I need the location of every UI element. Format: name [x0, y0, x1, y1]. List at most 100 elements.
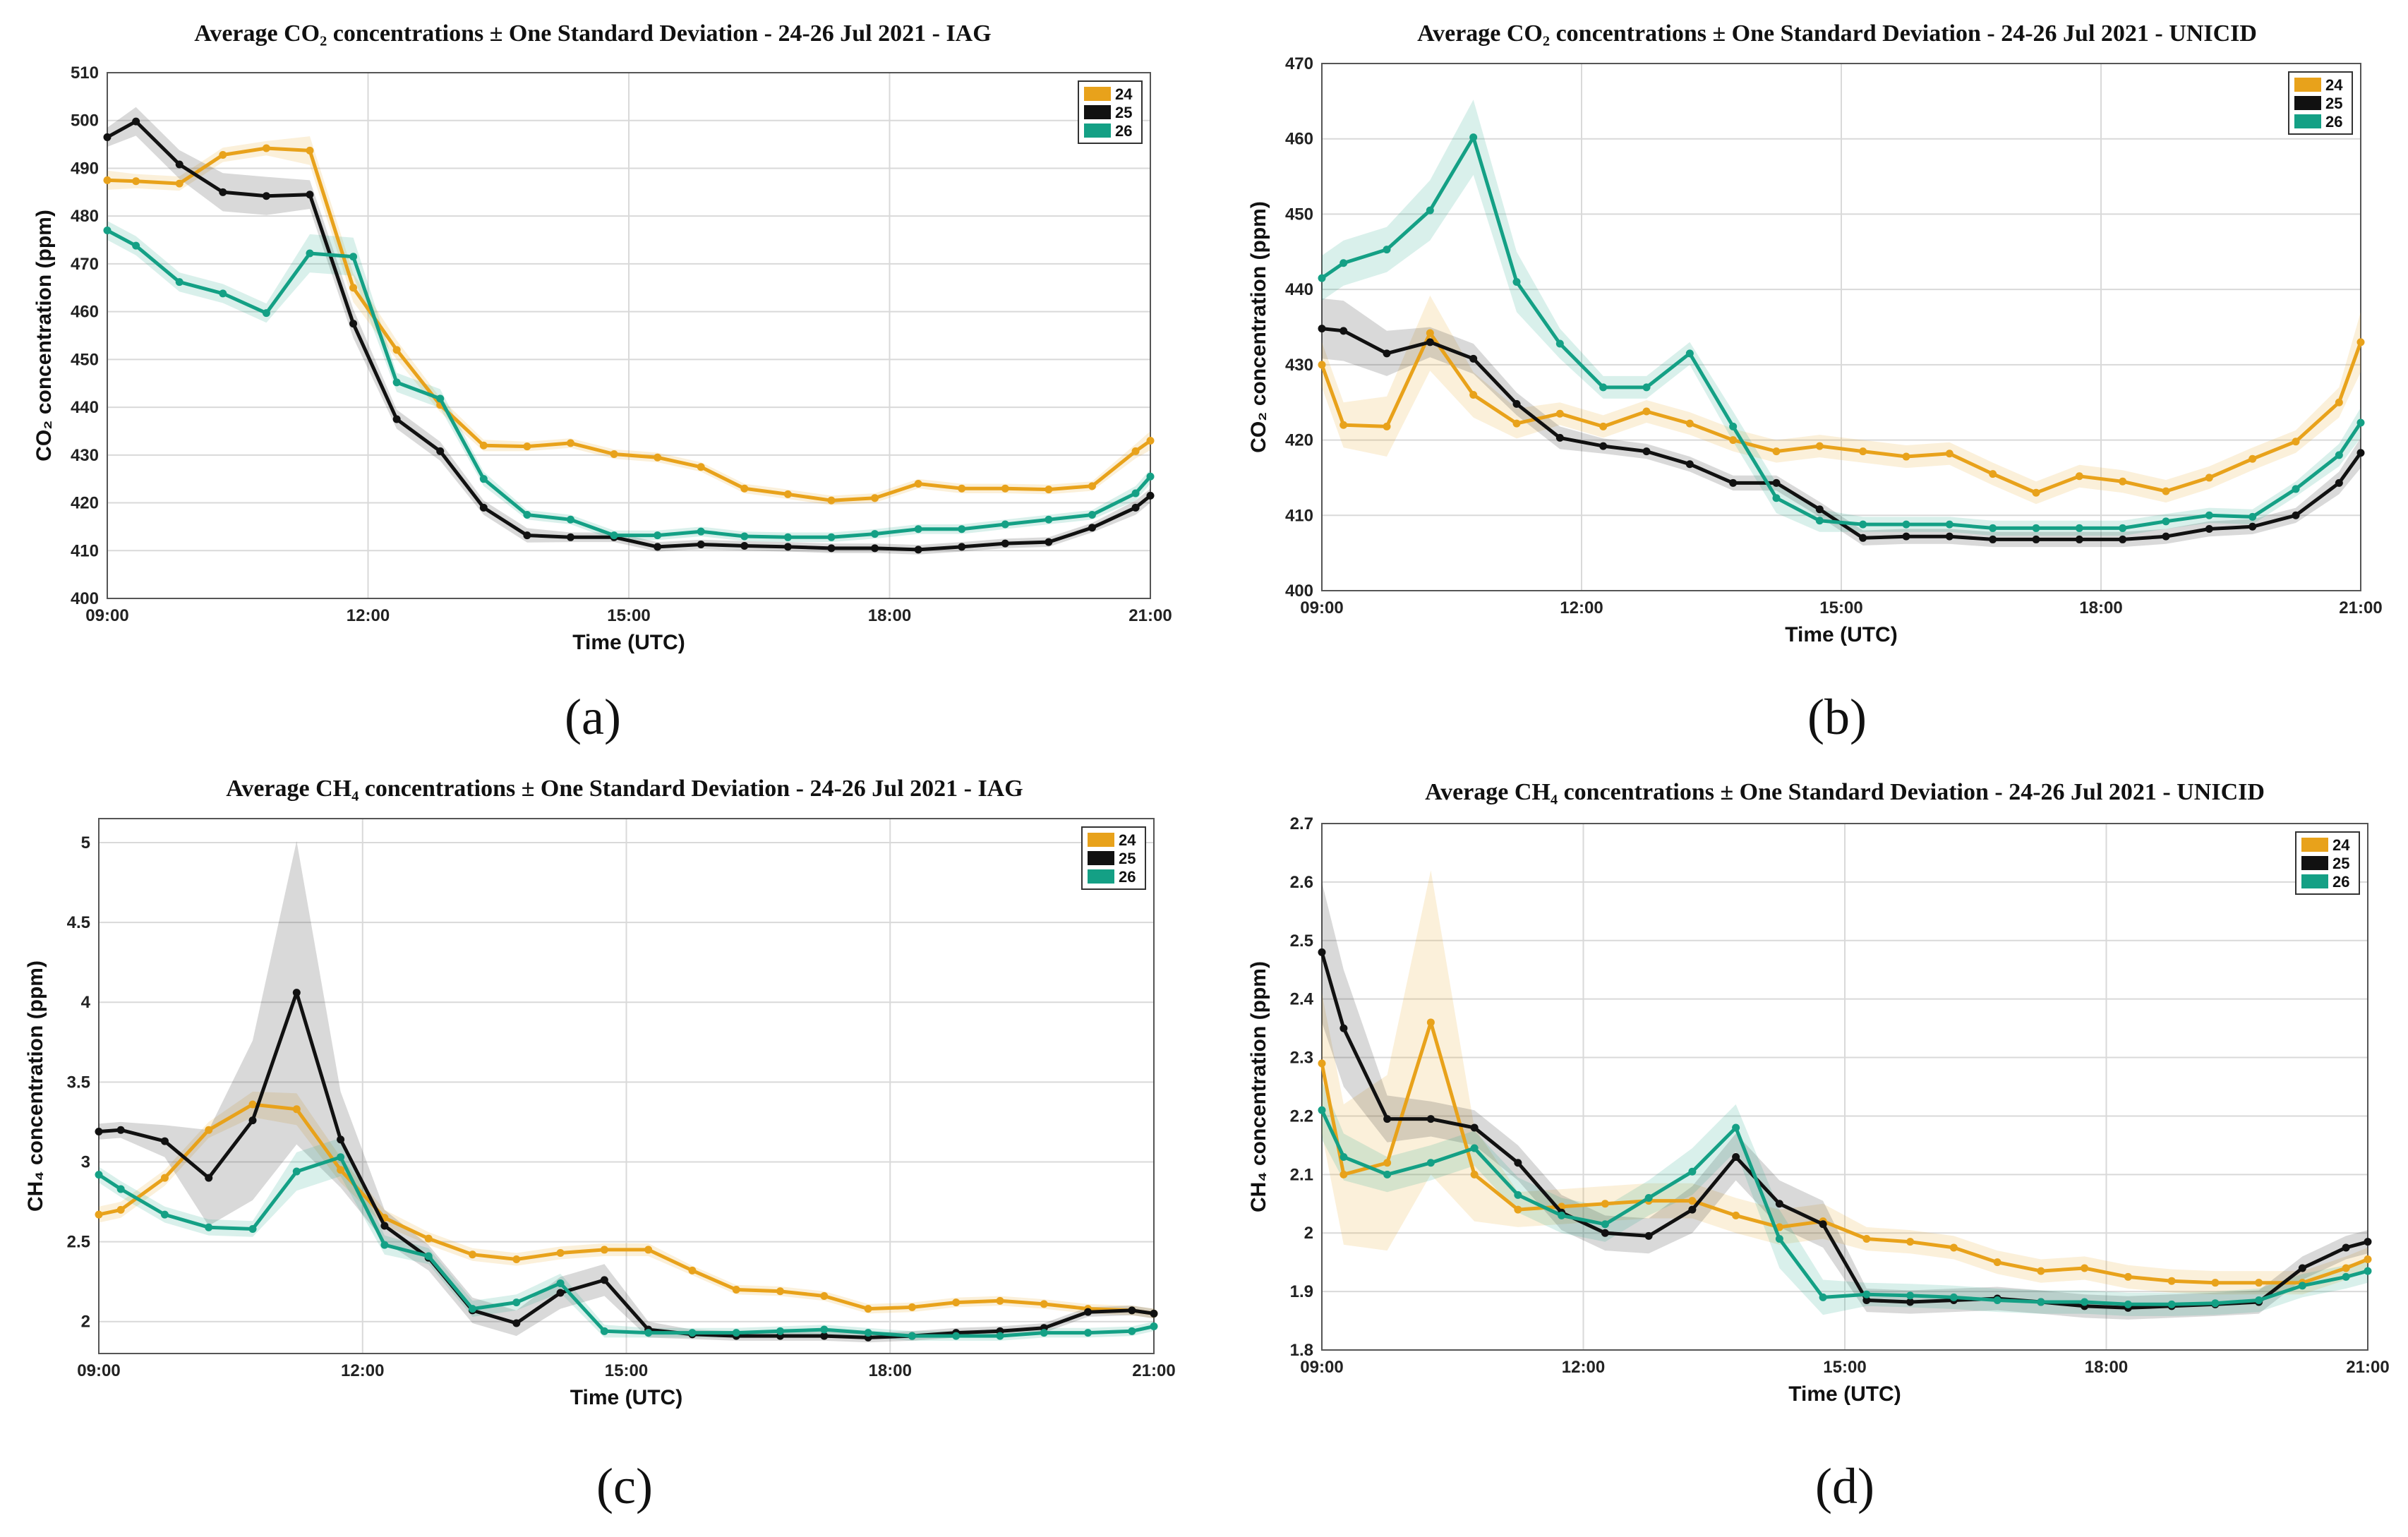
data-point-26 — [1685, 349, 1694, 358]
data-point-24 — [1383, 1159, 1392, 1167]
data-point-24 — [1470, 1170, 1479, 1179]
legend-swatch-26 — [2301, 874, 2328, 888]
data-point-24 — [262, 144, 270, 152]
data-point-26 — [1599, 383, 1608, 392]
data-point-25 — [2249, 522, 2257, 531]
data-point-25 — [1989, 535, 1997, 543]
data-point-26 — [2292, 485, 2300, 493]
data-point-26 — [2255, 1296, 2263, 1305]
data-point-25 — [160, 1137, 169, 1145]
data-point-25 — [219, 188, 227, 196]
data-point-26 — [644, 1329, 653, 1337]
data-point-25 — [1819, 1220, 1827, 1229]
y-axis-label: CH₄ concentration (ppm) — [1247, 961, 1270, 1212]
data-point-24 — [95, 1210, 103, 1219]
data-point-25 — [337, 1135, 345, 1144]
data-point-25 — [1644, 1231, 1653, 1240]
data-point-26 — [914, 525, 922, 534]
x-axis-label: Time (UTC) — [1788, 1382, 1901, 1406]
legend-label-26: 26 — [1119, 868, 1136, 886]
data-point-26 — [908, 1332, 916, 1340]
data-point-25 — [1045, 538, 1053, 546]
data-point-24 — [566, 439, 574, 447]
y-tick-label: 1.8 — [1290, 1341, 1313, 1360]
data-point-26 — [820, 1325, 829, 1334]
std-band-24 — [1322, 295, 2361, 505]
data-point-24 — [688, 1266, 697, 1274]
y-tick-label: 470 — [71, 255, 99, 274]
data-point-25 — [1688, 1205, 1697, 1214]
data-point-24 — [1902, 452, 1910, 461]
data-point-25 — [2298, 1264, 2306, 1272]
y-tick-label: 4.5 — [67, 913, 90, 932]
series-line-26 — [1320, 1109, 2368, 1306]
y-tick-label: 400 — [71, 589, 99, 608]
data-point-26 — [556, 1279, 565, 1287]
data-point-26 — [697, 527, 705, 536]
x-tick-label: 15:00 — [1819, 598, 1862, 617]
data-point-26 — [1729, 422, 1738, 430]
data-point-26 — [688, 1329, 697, 1337]
data-point-25 — [654, 543, 662, 551]
data-point-26 — [2211, 1299, 2220, 1308]
data-point-24 — [292, 1105, 301, 1114]
data-point-24 — [1732, 1211, 1740, 1219]
data-point-25 — [1514, 1159, 1522, 1167]
data-point-26 — [776, 1327, 785, 1335]
series-line-25 — [98, 991, 1155, 1339]
data-point-25 — [523, 531, 531, 540]
data-point-26 — [1601, 1220, 1609, 1229]
x-tick-label: 18:00 — [2079, 598, 2122, 617]
data-point-25 — [175, 160, 183, 169]
y-tick-label: 2 — [81, 1313, 90, 1332]
data-point-26 — [1819, 1293, 1827, 1301]
series-line-26 — [106, 229, 1152, 539]
data-point-26 — [1383, 246, 1391, 254]
data-point-25 — [1599, 442, 1608, 450]
std-band-26 — [1322, 100, 2361, 536]
y-tick-label: 1.9 — [1290, 1282, 1313, 1301]
x-tick-label: 15:00 — [607, 606, 650, 625]
data-point-24 — [1599, 422, 1608, 430]
data-point-25 — [479, 503, 488, 512]
data-point-25 — [1906, 1298, 1915, 1306]
data-point-24 — [392, 346, 401, 354]
legend-swatch-26 — [1088, 869, 1114, 884]
data-point-25 — [349, 320, 358, 328]
data-point-25 — [1685, 460, 1694, 469]
legend-swatch-24 — [1088, 833, 1114, 847]
data-point-26 — [248, 1225, 257, 1234]
data-point-25 — [1555, 433, 1564, 442]
series-line-26 — [97, 1155, 1155, 1338]
data-point-24 — [523, 442, 531, 451]
data-point-24 — [776, 1287, 785, 1296]
data-point-26 — [2205, 511, 2213, 519]
x-tick-label: 12:00 — [1560, 598, 1603, 617]
data-point-25 — [392, 415, 401, 423]
x-tick-label: 09:00 — [1300, 1358, 1343, 1377]
data-point-24 — [1040, 1300, 1048, 1308]
data-point-24 — [160, 1174, 169, 1182]
plot-frame — [98, 818, 1155, 1354]
data-point-25 — [1469, 354, 1478, 363]
data-point-25 — [1512, 399, 1521, 408]
data-point-26 — [2162, 517, 2170, 526]
data-point-26 — [1340, 1152, 1348, 1161]
data-point-26 — [2335, 451, 2343, 459]
std-band-25 — [99, 840, 1154, 1343]
data-point-25 — [2342, 1243, 2350, 1252]
data-point-24 — [2119, 477, 2127, 486]
y-tick-label: 2.1 — [1290, 1165, 1313, 1184]
data-point-24 — [1685, 419, 1694, 428]
panel-label: (d) — [1815, 1458, 1874, 1514]
data-point-25 — [566, 533, 574, 541]
data-point-24 — [1146, 437, 1155, 445]
data-point-24 — [2162, 487, 2170, 495]
data-point-26 — [1772, 494, 1781, 502]
data-point-25 — [697, 540, 705, 548]
data-point-25 — [2356, 449, 2365, 457]
x-axis-label: Time (UTC) — [570, 1386, 682, 1409]
legend-swatch-25 — [1088, 851, 1114, 865]
